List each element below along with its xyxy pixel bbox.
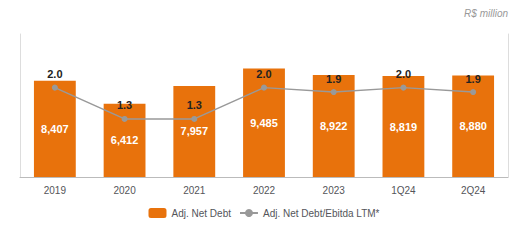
svg-text:2.0: 2.0 xyxy=(47,68,62,80)
svg-text:9,485: 9,485 xyxy=(250,117,278,129)
svg-text:8,880: 8,880 xyxy=(459,120,487,132)
svg-text:Adj. Net Debt: Adj. Net Debt xyxy=(171,208,231,219)
svg-text:Adj. Net Debt/Ebitda LTM*: Adj. Net Debt/Ebitda LTM* xyxy=(263,208,380,219)
svg-text:2023: 2023 xyxy=(323,185,346,196)
svg-text:7,957: 7,957 xyxy=(181,125,209,137)
svg-text:2020: 2020 xyxy=(113,185,136,196)
svg-text:1.9: 1.9 xyxy=(326,73,341,85)
svg-text:8,819: 8,819 xyxy=(390,121,418,133)
svg-text:8,407: 8,407 xyxy=(41,123,69,135)
svg-text:1Q24: 1Q24 xyxy=(391,185,416,196)
svg-text:8,922: 8,922 xyxy=(320,120,348,132)
svg-text:2022: 2022 xyxy=(253,185,276,196)
svg-text:2021: 2021 xyxy=(183,185,206,196)
svg-text:2Q24: 2Q24 xyxy=(461,185,486,196)
svg-text:6,412: 6,412 xyxy=(111,134,139,146)
svg-text:1.9: 1.9 xyxy=(465,73,480,85)
svg-text:1.3: 1.3 xyxy=(187,99,202,111)
svg-text:2.0: 2.0 xyxy=(256,68,271,80)
svg-text:1.3: 1.3 xyxy=(117,99,132,111)
svg-text:2019: 2019 xyxy=(44,185,67,196)
svg-text:R$ million: R$ million xyxy=(464,8,508,19)
svg-text:2.0: 2.0 xyxy=(396,68,411,80)
